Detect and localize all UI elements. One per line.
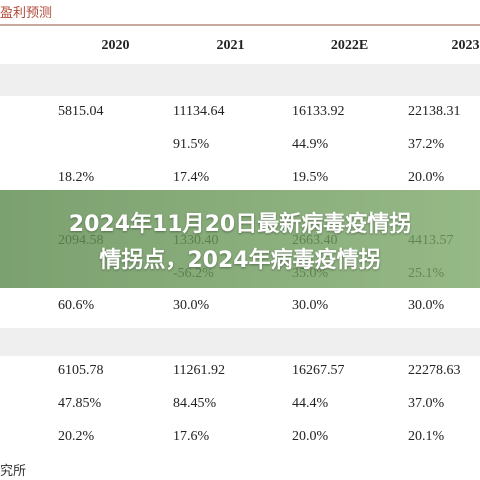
cell: 20.0% <box>408 170 445 185</box>
cell: 11134.64 <box>173 104 225 119</box>
banner-title: 2024年11月20日最新病毒疫情拐 <box>68 212 412 237</box>
cell: 37.0% <box>408 396 445 411</box>
cell: 22278.63 <box>408 363 461 378</box>
cell: 20.1% <box>408 429 445 444</box>
cell: 17.6% <box>173 429 210 444</box>
cell: 44.9% <box>292 137 329 152</box>
cell: 47.85% <box>58 396 102 411</box>
banner-title: 情拐点，2024年病毒疫情拐 <box>99 248 381 273</box>
column-header: 2020 <box>101 38 130 53</box>
cell: 16133.92 <box>292 104 345 119</box>
cell: 37.2% <box>408 137 445 152</box>
footer: 究所 <box>0 464 27 479</box>
column-header: 2022E <box>330 38 369 53</box>
cell: 6105.78 <box>58 363 104 378</box>
cell: 17.4% <box>173 170 210 185</box>
cell: 30.0% <box>292 298 329 313</box>
cell: 20.2% <box>58 429 95 444</box>
divider <box>0 24 480 26</box>
cell: 30.0% <box>173 298 210 313</box>
cell: 91.5% <box>173 137 210 152</box>
row-band <box>0 328 480 356</box>
cell: 22138.31 <box>408 104 461 119</box>
row-band <box>0 64 480 96</box>
cell: 30.0% <box>408 298 445 313</box>
cell: 5815.04 <box>58 104 104 119</box>
column-header: 2023 <box>451 38 480 53</box>
column-header: 2021 <box>216 38 245 53</box>
banner <box>0 190 480 288</box>
caption: 盈利预测 <box>0 6 53 21</box>
cell: 19.5% <box>292 170 329 185</box>
cell: 20.0% <box>292 429 329 444</box>
cell: 60.6% <box>58 298 95 313</box>
cell: 84.45% <box>173 396 217 411</box>
cell: 11261.92 <box>173 363 225 378</box>
cell: 44.4% <box>292 396 329 411</box>
cell: 16267.57 <box>292 363 345 378</box>
cell: 18.2% <box>58 170 95 185</box>
